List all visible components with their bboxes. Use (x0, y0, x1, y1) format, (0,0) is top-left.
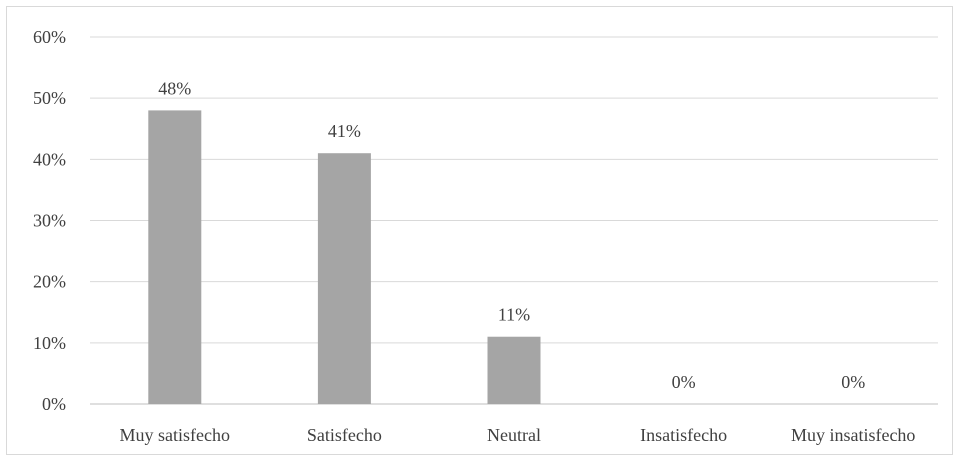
data-label: 48% (158, 78, 191, 98)
bar (317, 153, 371, 404)
category-label: Muy satisfecho (120, 425, 230, 445)
y-axis-tick-labels: 0% 10% 20% 30% 40% 50% 60% (33, 27, 66, 414)
category-label: Insatisfecho (640, 425, 727, 445)
x-axis-category-labels: Muy satisfecho Satisfecho Neutral Insatisfe… (120, 425, 916, 445)
bar (487, 336, 541, 404)
y-tick-label: 30% (33, 211, 66, 231)
y-tick-label: 10% (33, 333, 66, 353)
y-tick-label: 60% (33, 27, 66, 47)
y-tick-label: 40% (33, 149, 66, 169)
gridlines (90, 36, 938, 405)
data-labels: 48% 41% 11% 0% 0% (158, 78, 865, 392)
y-tick-label: 0% (42, 394, 66, 414)
data-label: 41% (328, 121, 361, 141)
category-label: Neutral (487, 425, 541, 445)
y-tick-label: 20% (33, 272, 66, 292)
category-label: Muy insatisfecho (791, 425, 915, 445)
bar (148, 110, 202, 405)
y-tick-label: 50% (33, 88, 66, 108)
data-label: 11% (498, 305, 530, 325)
bars (148, 110, 541, 405)
data-label: 0% (841, 372, 865, 392)
data-label: 0% (672, 372, 696, 392)
category-label: Satisfecho (307, 425, 382, 445)
